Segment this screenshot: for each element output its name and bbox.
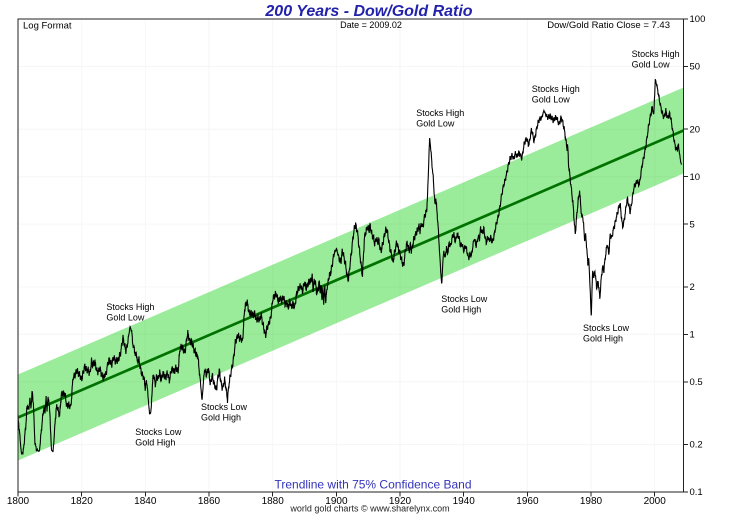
svg-text:Gold Low: Gold Low: [532, 94, 571, 104]
svg-text:Stocks Low: Stocks Low: [135, 427, 182, 437]
svg-text:20: 20: [690, 124, 701, 135]
svg-text:2: 2: [690, 282, 695, 293]
svg-text:Stocks High: Stocks High: [532, 84, 580, 94]
svg-text:Gold Low: Gold Low: [106, 312, 145, 322]
svg-text:Stocks High: Stocks High: [632, 49, 680, 59]
svg-text:1: 1: [690, 330, 695, 341]
svg-text:10: 10: [690, 172, 701, 183]
svg-text:Gold High: Gold High: [201, 412, 241, 422]
svg-text:Dow/Gold Ratio Close = 7.43: Dow/Gold Ratio Close = 7.43: [547, 20, 670, 31]
svg-text:Gold High: Gold High: [441, 304, 481, 314]
svg-text:1880: 1880: [262, 496, 285, 507]
svg-text:1860: 1860: [198, 496, 221, 507]
svg-text:Stocks Low: Stocks Low: [583, 323, 630, 333]
svg-text:Stocks Low: Stocks Low: [201, 402, 248, 412]
svg-text:Log Format: Log Format: [23, 21, 72, 32]
svg-text:1820: 1820: [71, 496, 94, 507]
svg-text:1960: 1960: [516, 496, 539, 507]
svg-text:Trendline with 75% Confidence: Trendline with 75% Confidence Band: [274, 478, 471, 492]
svg-text:5: 5: [690, 219, 695, 230]
svg-text:world gold charts © www.sharel: world gold charts © www.sharelynx.com: [289, 504, 449, 514]
svg-text:1840: 1840: [134, 496, 157, 507]
svg-text:200 Years - Dow/Gold Ratio: 200 Years - Dow/Gold Ratio: [264, 3, 472, 20]
svg-text:1800: 1800: [7, 496, 30, 507]
svg-text:0.2: 0.2: [690, 440, 703, 451]
svg-text:1920: 1920: [389, 496, 412, 507]
svg-text:Date = 2009.02: Date = 2009.02: [340, 20, 402, 30]
svg-text:1900: 1900: [325, 496, 348, 507]
svg-text:Stocks Low: Stocks Low: [441, 294, 488, 304]
svg-text:Gold High: Gold High: [135, 437, 175, 447]
svg-text:2000: 2000: [644, 496, 667, 507]
svg-text:Stocks High: Stocks High: [106, 302, 154, 312]
svg-text:100: 100: [690, 14, 706, 25]
svg-text:50: 50: [690, 62, 701, 73]
svg-text:1940: 1940: [453, 496, 476, 507]
svg-text:Gold Low: Gold Low: [416, 118, 455, 128]
svg-text:0.5: 0.5: [690, 377, 703, 388]
svg-text:Gold Low: Gold Low: [632, 59, 671, 69]
svg-text:0.1: 0.1: [690, 487, 703, 498]
svg-text:1980: 1980: [580, 496, 603, 507]
svg-text:Gold High: Gold High: [583, 333, 623, 343]
svg-text:Stocks High: Stocks High: [416, 108, 464, 118]
